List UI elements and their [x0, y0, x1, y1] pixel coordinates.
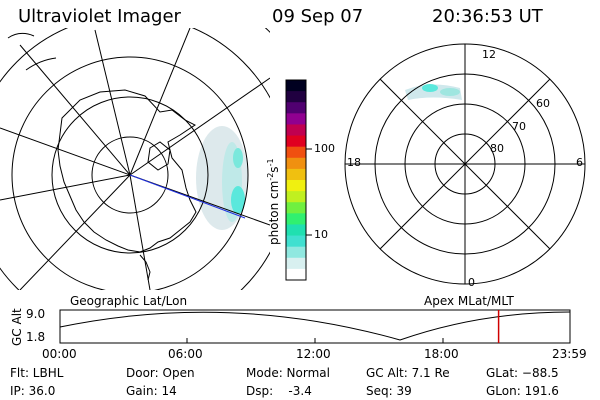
altitude-tick-high: 9.0: [26, 307, 46, 321]
colorbar-band: [286, 202, 306, 214]
ip-label: IP: 36.0: [10, 384, 56, 398]
door-label: Door: Open: [126, 366, 195, 380]
peninsula-outline: [139, 254, 151, 281]
dsp-label: Dsp: -3.4: [246, 384, 312, 398]
altitude-curve: [59, 311, 571, 341]
mlt-hour-6: 6: [576, 156, 583, 169]
flt-label: Flt: LBHL: [10, 366, 64, 380]
altitude-axis-label: GC Alt: [10, 308, 24, 346]
colorbar-band: [286, 246, 306, 259]
mlt-hour-18: 18: [347, 156, 361, 169]
geographic-caption: Geographic Lat/Lon: [70, 294, 188, 308]
gain-label: Gain: 14: [126, 384, 177, 398]
time-tick-0000: 00:00: [42, 347, 77, 361]
time-label: 20:36:53 UT: [432, 6, 543, 27]
time-tick-1200: 12:00: [296, 347, 331, 361]
ice-shelf-outline: [147, 141, 171, 171]
mlt-hour-0: 0: [468, 276, 475, 289]
mlt-hour-12: 12: [482, 48, 496, 61]
aurora-emission: [196, 126, 248, 230]
colorbar-band: [286, 135, 306, 148]
altitude-tick-low: 1.8: [26, 330, 46, 344]
mode-label: Mode: Normal: [246, 366, 330, 380]
colorbar-band: [286, 102, 306, 114]
colorbar-band: [286, 213, 306, 225]
glon-label: GLon: 191.6: [486, 384, 559, 398]
colorbar-band: [286, 80, 306, 92]
colorbar-band: [286, 91, 306, 103]
seq-label: Seq: 39: [366, 384, 412, 398]
antarctica-coastline: [57, 89, 197, 253]
gc-alt-label: GC Alt: 7.1 Re: [366, 366, 450, 380]
colorbar-band: [286, 113, 306, 125]
colorbar-band: [286, 180, 306, 192]
colorbar-band: [286, 124, 306, 137]
colorbar-band: [286, 146, 306, 159]
time-tick-1800: 18:00: [424, 347, 459, 361]
colorbar-unit-label: photon cm-2s-1: [266, 158, 281, 245]
colorbar-band: [286, 224, 306, 237]
colorbar-band: [286, 257, 306, 270]
meridians: [0, 28, 270, 290]
latitude-circles: [0, 28, 270, 290]
mlt-caption: Apex MLat/MLT: [424, 294, 514, 308]
colorbar-tick-10: 10: [314, 228, 328, 241]
glat-label: GLat: −88.5: [486, 366, 559, 380]
colorbar: [286, 80, 306, 281]
noon-meridian-line: [129, 174, 246, 219]
mlt-lat-70: 70: [512, 120, 526, 133]
time-tick-0600: 06:00: [168, 347, 203, 361]
colorbar-band: [286, 191, 306, 203]
colorbar-band: [286, 168, 306, 181]
mlt-lat-80: 80: [490, 142, 504, 155]
instrument-title: Ultraviolet Imager: [18, 6, 181, 27]
colorbar-band: [286, 268, 306, 281]
mlt-lat-60: 60: [536, 97, 550, 110]
time-tick-2359: 23:59: [552, 347, 587, 361]
colorbar-band: [286, 235, 306, 248]
mlt-polar-plot: [344, 43, 586, 285]
colorbar-tick-100: 100: [314, 142, 335, 155]
colorbar-band: [286, 157, 306, 170]
date-label: 09 Sep 07: [272, 6, 364, 27]
